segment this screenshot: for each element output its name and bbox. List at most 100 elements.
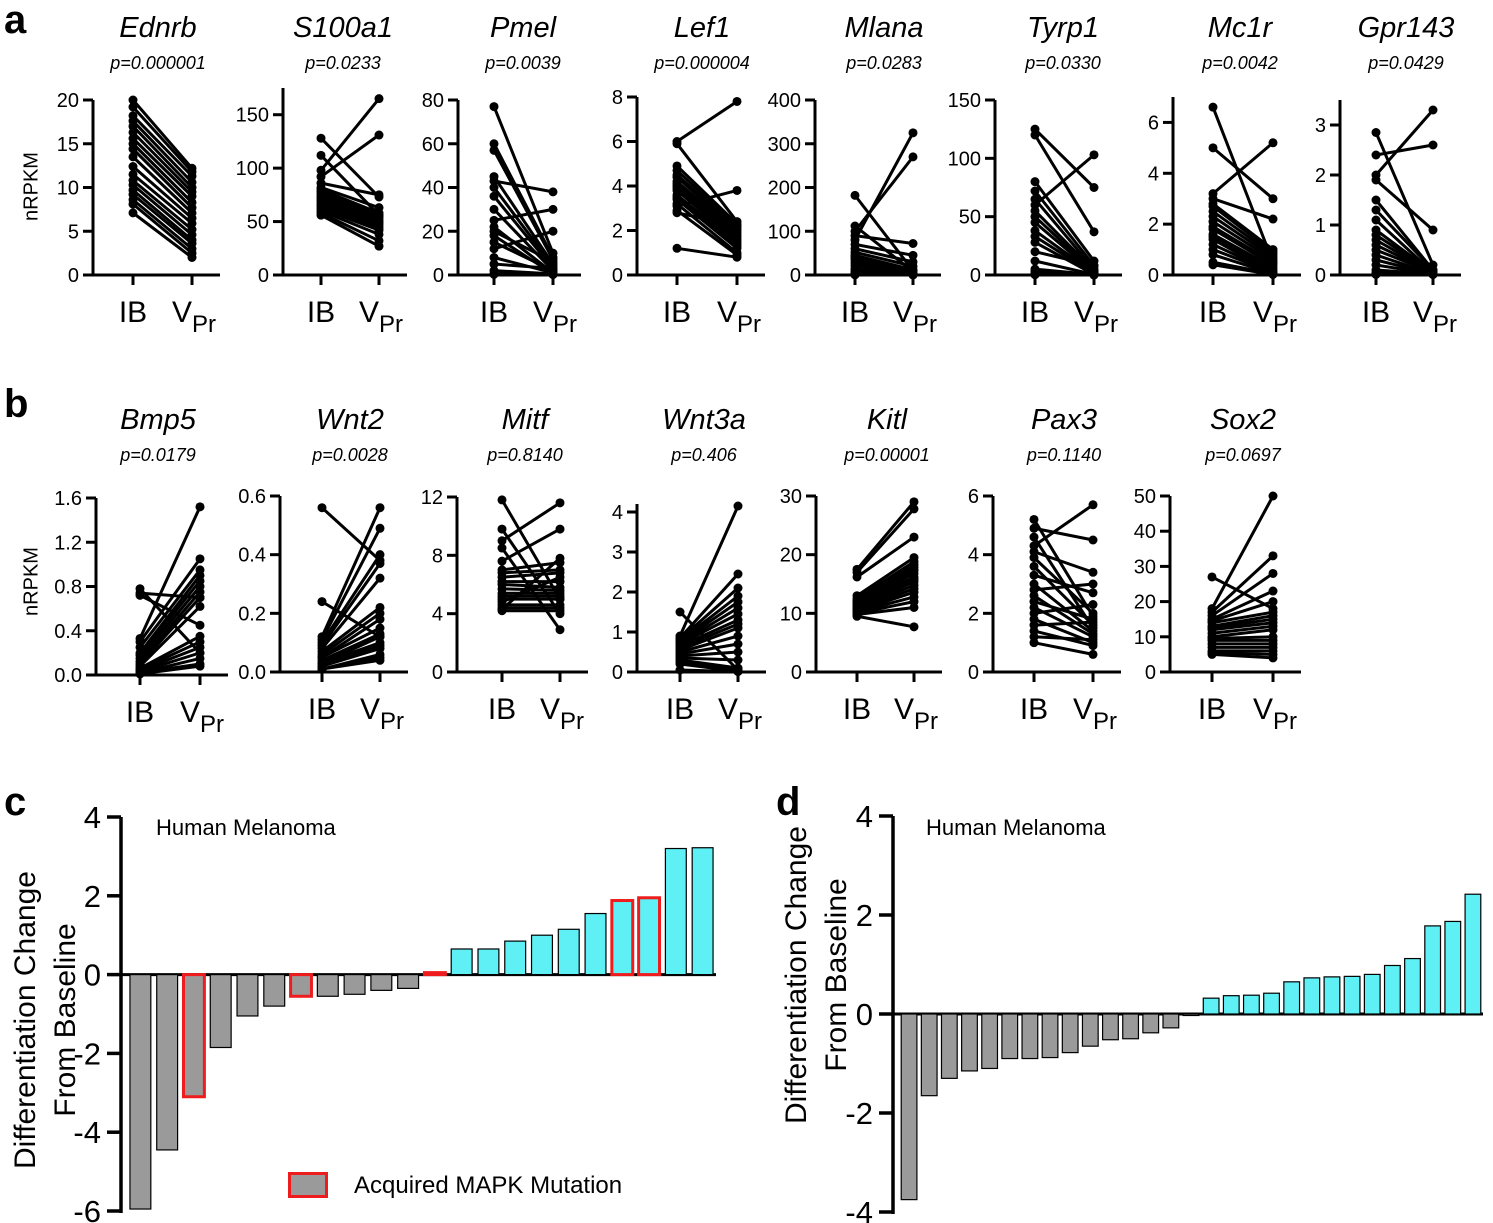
y-tick-label: 40: [422, 178, 444, 200]
data-point: [733, 667, 743, 677]
y-tick-label: 80: [422, 90, 444, 112]
y-tick-label: 0.4: [238, 545, 266, 567]
pair-line: [679, 656, 739, 662]
y-tick-label: 2: [84, 879, 101, 914]
panel-label-c: c: [4, 780, 27, 824]
gene-title: Wnt2: [316, 404, 384, 436]
pair-line: [320, 181, 380, 197]
pair-line: [320, 185, 380, 210]
data-point: [672, 208, 682, 218]
pair-line: [1033, 128, 1096, 189]
bar: [129, 973, 152, 1210]
data-point: [1088, 600, 1098, 610]
data-point: [316, 150, 326, 160]
x-tick-label-vpr: VPr: [894, 693, 938, 735]
pair-line: [1212, 225, 1274, 264]
y-tick-label: -2: [73, 1036, 101, 1071]
pair-line: [676, 198, 738, 250]
bar: [370, 973, 393, 991]
bar: [1323, 976, 1341, 1015]
bar: [1383, 964, 1401, 1015]
pair-line: [139, 664, 201, 676]
pair-line: [320, 211, 380, 243]
gene-title: Ednrb: [119, 12, 197, 44]
y-tick-label: 2: [1148, 214, 1159, 236]
pair-line: [676, 184, 738, 239]
bar: [1222, 995, 1240, 1015]
pair-line: [854, 234, 914, 245]
pair-line: [139, 645, 201, 672]
pair-line: [320, 577, 382, 650]
pair-line: [676, 195, 738, 248]
pair-line: [1034, 153, 1095, 207]
x-tick-label-ib: IB: [480, 296, 508, 329]
pair-line: [1211, 589, 1274, 621]
data-point: [195, 661, 205, 671]
bar: [557, 928, 580, 976]
pair-line: [1212, 215, 1274, 259]
pair-line: [492, 186, 555, 268]
data-point: [489, 183, 499, 192]
data-point: [187, 253, 197, 262]
data-point: [195, 502, 205, 512]
pair-line: [131, 147, 194, 209]
pair-line: [1211, 624, 1274, 635]
bar: [1343, 975, 1361, 1015]
x-tick-label-ib: IB: [1021, 296, 1049, 329]
pair-line: [679, 626, 739, 652]
data-point: [1030, 256, 1040, 266]
pair-line: [138, 585, 202, 660]
data-point: [497, 524, 507, 534]
pair-line: [1212, 202, 1274, 251]
bar: [900, 1013, 918, 1201]
pair-line: [1034, 250, 1095, 268]
panel-d-y-label-line1: Differentiation Change: [780, 826, 813, 1124]
data-point: [1371, 215, 1381, 225]
data-point: [375, 523, 385, 533]
pair-line: [1212, 220, 1274, 262]
p-value: p=0.000001: [110, 53, 206, 73]
data-point: [1428, 225, 1438, 235]
data-point: [1207, 572, 1217, 582]
y-tick-label: 6: [612, 132, 623, 154]
bar: [236, 973, 259, 1017]
pair-line: [131, 99, 194, 170]
pair-line: [132, 202, 193, 255]
gene-title: Mlana: [844, 12, 924, 44]
pair-line: [139, 634, 201, 670]
data-point: [732, 252, 742, 262]
y-tick-label: 4: [84, 800, 101, 835]
pair-line: [320, 527, 382, 641]
pair-line: [131, 142, 194, 204]
pair-line: [131, 114, 194, 178]
pair-line: [321, 606, 381, 653]
data-point: [316, 133, 326, 143]
bar: [1424, 925, 1442, 1015]
bar: [691, 847, 714, 976]
pair-line: [1211, 572, 1274, 617]
y-tick-label: 2: [968, 603, 979, 625]
pair-line: [501, 561, 561, 572]
y-tick-label: 0: [433, 265, 444, 287]
pair-line: [131, 155, 194, 214]
bar: [156, 973, 179, 1151]
pair-line: [132, 198, 193, 250]
y-tick-label: 40: [1134, 521, 1156, 543]
bar: [504, 940, 527, 976]
pair-line: [1211, 610, 1274, 625]
y-tick-label: 0: [432, 662, 443, 684]
p-value: p=0.000004: [654, 53, 750, 73]
data-point: [1371, 150, 1381, 160]
y-tick-label: 4: [612, 176, 623, 198]
data-point: [1088, 617, 1098, 627]
bar: [664, 847, 687, 976]
data-point: [908, 128, 918, 138]
gene-title: Lef1: [673, 12, 731, 44]
pair-line: [1212, 141, 1274, 195]
panel-c-title: Human Melanoma: [156, 815, 336, 840]
pair-line: [1375, 178, 1434, 232]
pair-line: [1211, 106, 1275, 263]
pair-line: [132, 183, 193, 236]
bar: [1122, 1013, 1140, 1040]
pair-line: [679, 586, 739, 641]
